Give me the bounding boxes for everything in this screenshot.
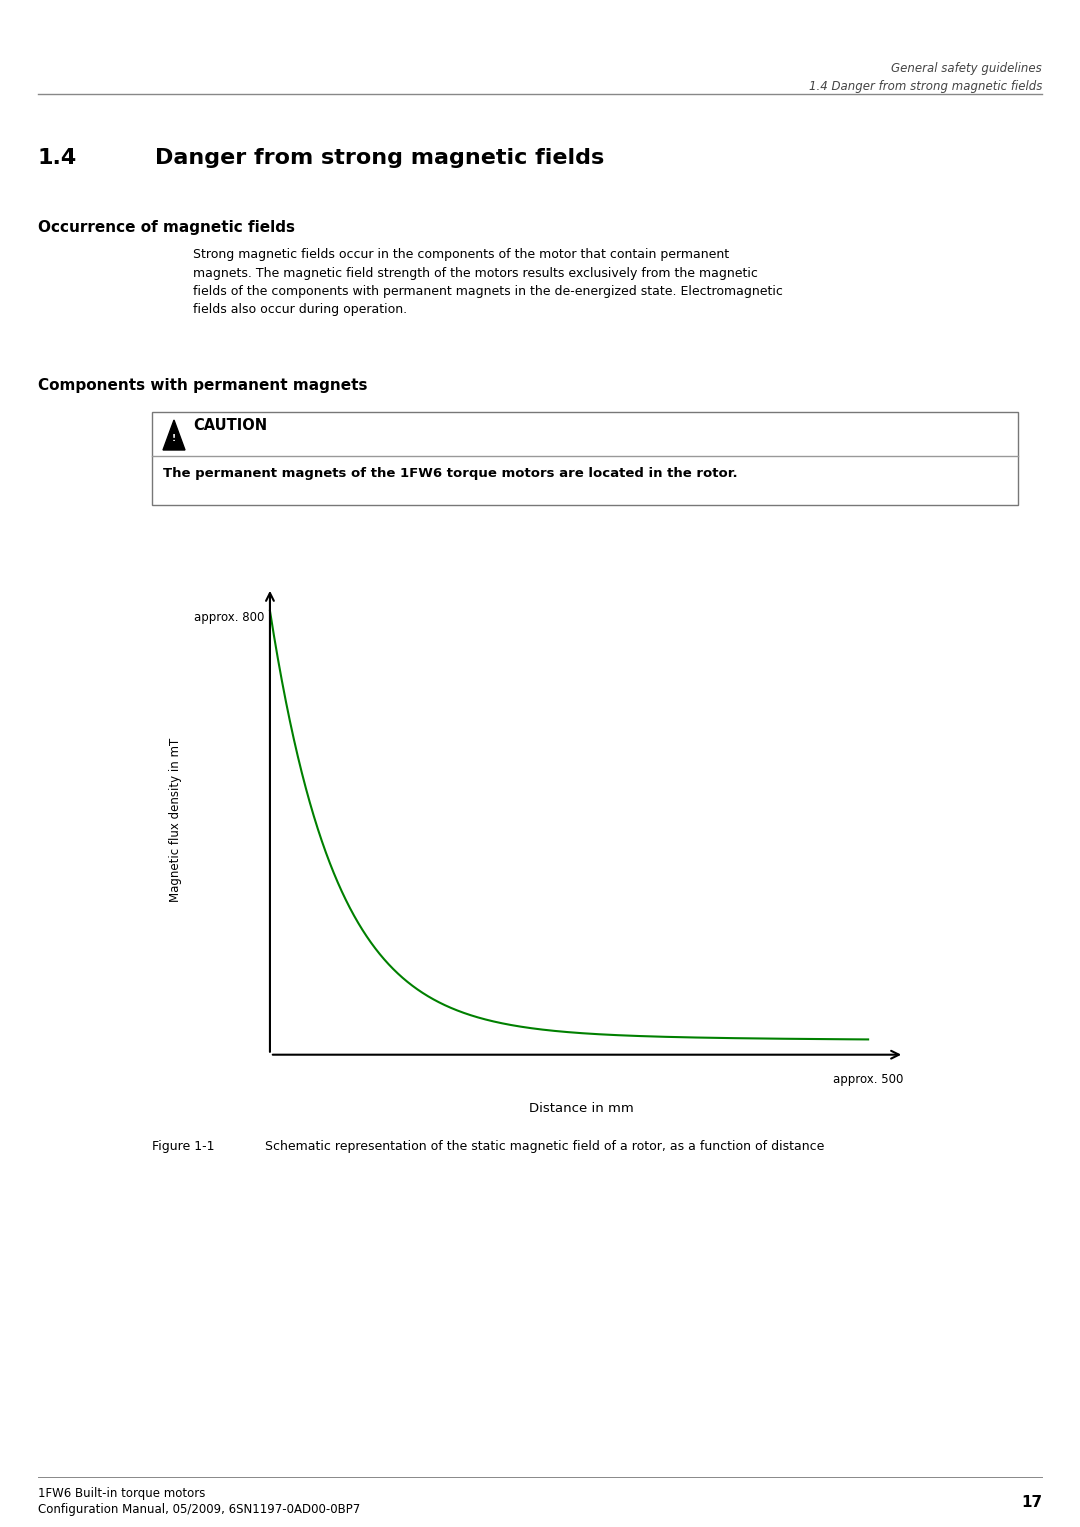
Text: CAUTION: CAUTION [193,418,267,434]
Polygon shape [163,420,185,450]
Text: !: ! [172,434,176,443]
Text: 1FW6 Built-in torque motors: 1FW6 Built-in torque motors [38,1487,205,1500]
Text: Magnetic flux density in mT: Magnetic flux density in mT [168,738,181,902]
Text: Occurrence of magnetic fields: Occurrence of magnetic fields [38,220,295,235]
Text: The permanent magnets of the 1FW6 torque motors are located in the rotor.: The permanent magnets of the 1FW6 torque… [163,467,738,479]
Text: Strong magnetic fields occur in the components of the motor that contain permane: Strong magnetic fields occur in the comp… [193,247,783,316]
Text: Schematic representation of the static magnetic field of a rotor, as a function : Schematic representation of the static m… [265,1141,824,1153]
Bar [152,412,1018,505]
Text: Configuration Manual, 05/2009, 6SN1197-0AD00-0BP7: Configuration Manual, 05/2009, 6SN1197-0… [38,1503,361,1516]
Text: Components with permanent magnets: Components with permanent magnets [38,379,367,392]
Text: approx. 800: approx. 800 [193,611,264,623]
Text: Figure 1-1: Figure 1-1 [152,1141,215,1153]
Text: 1.4: 1.4 [38,148,78,168]
Text: 17: 17 [1021,1495,1042,1510]
Text: Distance in mm: Distance in mm [528,1102,633,1115]
Text: approx. 500: approx. 500 [833,1073,903,1086]
Text: Danger from strong magnetic fields: Danger from strong magnetic fields [156,148,604,168]
Text: General safety guidelines: General safety guidelines [891,63,1042,75]
Text: 1.4 Danger from strong magnetic fields: 1.4 Danger from strong magnetic fields [809,79,1042,93]
